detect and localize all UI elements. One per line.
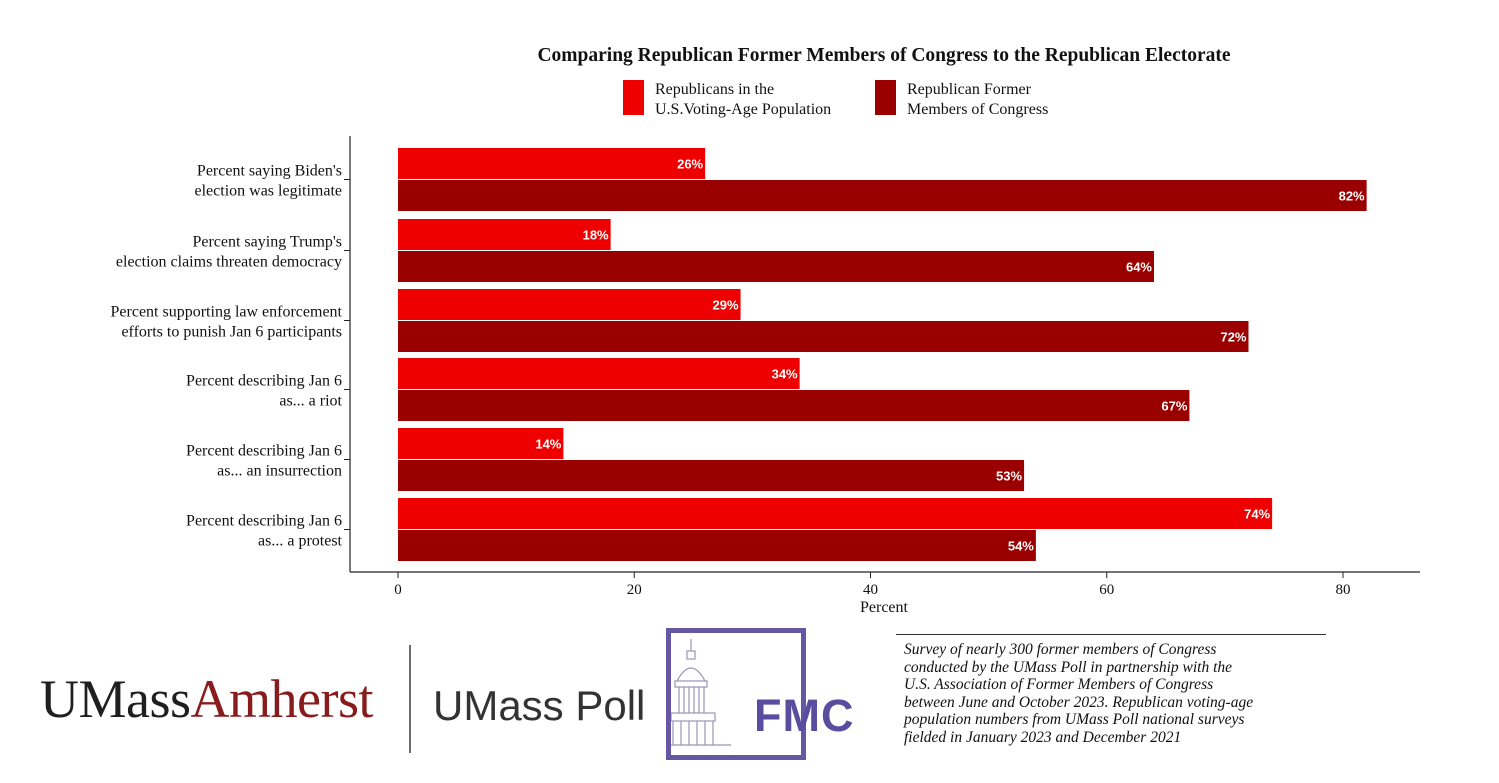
category-label-4-0: Percent describing Jan 6 bbox=[186, 443, 342, 460]
capitol-dome-icon bbox=[671, 639, 731, 746]
category-label-2-0: Percent supporting law enforcement bbox=[111, 304, 343, 321]
note-line-5: fielded in January 2023 and December 202… bbox=[904, 728, 1182, 746]
note-line-2: U.S. Association of Former Members of Co… bbox=[904, 676, 1214, 693]
legend: Republicans in the U.S.Voting-Age Populat… bbox=[623, 80, 1048, 118]
category-label-1-0: Percent saying Trump's bbox=[192, 234, 342, 251]
bar-s0-c0 bbox=[398, 148, 706, 179]
bar-s1-c3 bbox=[398, 390, 1190, 421]
x-axis-ticks: 0 20 40 60 80 bbox=[394, 572, 1351, 598]
legend-label-1-1: Members of Congress bbox=[907, 101, 1048, 118]
data-label-s1-c0: 82% bbox=[1339, 189, 1365, 204]
data-label-s0-c4: 14% bbox=[535, 437, 561, 452]
category-label-5-1: as... a protest bbox=[258, 533, 343, 550]
umass-amherst-logo: UMassAmherst bbox=[40, 668, 373, 730]
x-tick-label-1: 20 bbox=[627, 582, 642, 598]
bar-chart: Comparing Republican Former Members of C… bbox=[111, 45, 1420, 616]
note-divider bbox=[896, 634, 1326, 635]
logo-umass-text: UMass bbox=[40, 669, 191, 729]
data-label-s1-c1: 64% bbox=[1126, 260, 1152, 275]
chart-title: Comparing Republican Former Members of C… bbox=[537, 45, 1230, 66]
x-tick-label-0: 0 bbox=[394, 582, 402, 598]
legend-label-0-1: U.S.Voting-Age Population bbox=[655, 101, 831, 118]
data-label-s0-c0: 26% bbox=[677, 157, 703, 172]
logo-amherst-text: Amherst bbox=[190, 669, 374, 729]
bar-s0-c3 bbox=[398, 358, 800, 389]
note-line-0: Survey of nearly 300 former members of C… bbox=[904, 641, 1217, 658]
category-label-3-0: Percent describing Jan 6 bbox=[186, 373, 342, 390]
category-label-2-1: efforts to punish Jan 6 participants bbox=[121, 324, 342, 341]
data-label-s1-c4: 53% bbox=[996, 469, 1022, 484]
legend-label-0-0: Republicans in the bbox=[655, 81, 774, 98]
legend-swatch-0 bbox=[623, 80, 644, 115]
source-note: Survey of nearly 300 former members of C… bbox=[904, 641, 1334, 746]
fmc-logo bbox=[666, 628, 806, 760]
x-tick-label-3: 60 bbox=[1099, 582, 1114, 598]
bar-s1-c5 bbox=[398, 530, 1036, 561]
bar-s0-c2 bbox=[398, 289, 741, 320]
data-labels: 26% 18% 29% 34% 14% 74% 82% 64% 72% 67% 53% 54% bbox=[535, 157, 1365, 554]
category-label-5-0: Percent describing Jan 6 bbox=[186, 513, 342, 530]
y-axis-labels: Percent saying Biden's election was legit… bbox=[111, 163, 350, 550]
category-label-0-1: election was legitimate bbox=[195, 183, 343, 200]
fmc-logo-text: FMC bbox=[754, 690, 855, 741]
x-tick-label-2: 40 bbox=[863, 582, 878, 598]
bar-s1-c4 bbox=[398, 460, 1025, 491]
data-label-s1-c3: 67% bbox=[1161, 399, 1187, 414]
bar-s1-c1 bbox=[398, 251, 1154, 282]
data-label-s1-c2: 72% bbox=[1220, 330, 1246, 345]
bar-s0-c4 bbox=[398, 428, 564, 459]
x-tick-label-4: 80 bbox=[1336, 582, 1351, 598]
note-line-4: population numbers from UMass Poll natio… bbox=[904, 711, 1245, 728]
category-label-0-0: Percent saying Biden's bbox=[197, 163, 342, 180]
bar-s1-c0 bbox=[398, 180, 1367, 211]
bar-s0-c1 bbox=[398, 219, 611, 250]
note-line-3: between June and October 2023. Republica… bbox=[904, 693, 1254, 711]
bars bbox=[398, 148, 1367, 561]
legend-swatch-1 bbox=[875, 80, 896, 115]
note-line-1: conducted by the UMass Poll in partnersh… bbox=[904, 658, 1233, 676]
legend-label-1-0: Republican Former bbox=[907, 81, 1032, 98]
data-label-s1-c5: 54% bbox=[1008, 539, 1034, 554]
category-label-4-1: as... an insurrection bbox=[217, 463, 342, 480]
data-label-s0-c1: 18% bbox=[583, 228, 609, 243]
bar-s0-c5 bbox=[398, 498, 1273, 529]
x-axis-label: Percent bbox=[860, 599, 909, 616]
logo-divider bbox=[409, 645, 411, 753]
data-label-s0-c3: 34% bbox=[772, 367, 798, 382]
category-label-1-1: election claims threaten democracy bbox=[116, 254, 342, 271]
data-label-s0-c5: 74% bbox=[1244, 507, 1270, 522]
category-label-3-1: as... a riot bbox=[279, 393, 342, 410]
umass-poll-logo: UMass Poll bbox=[433, 682, 646, 729]
data-label-s0-c2: 29% bbox=[713, 298, 739, 313]
bar-s1-c2 bbox=[398, 321, 1249, 352]
